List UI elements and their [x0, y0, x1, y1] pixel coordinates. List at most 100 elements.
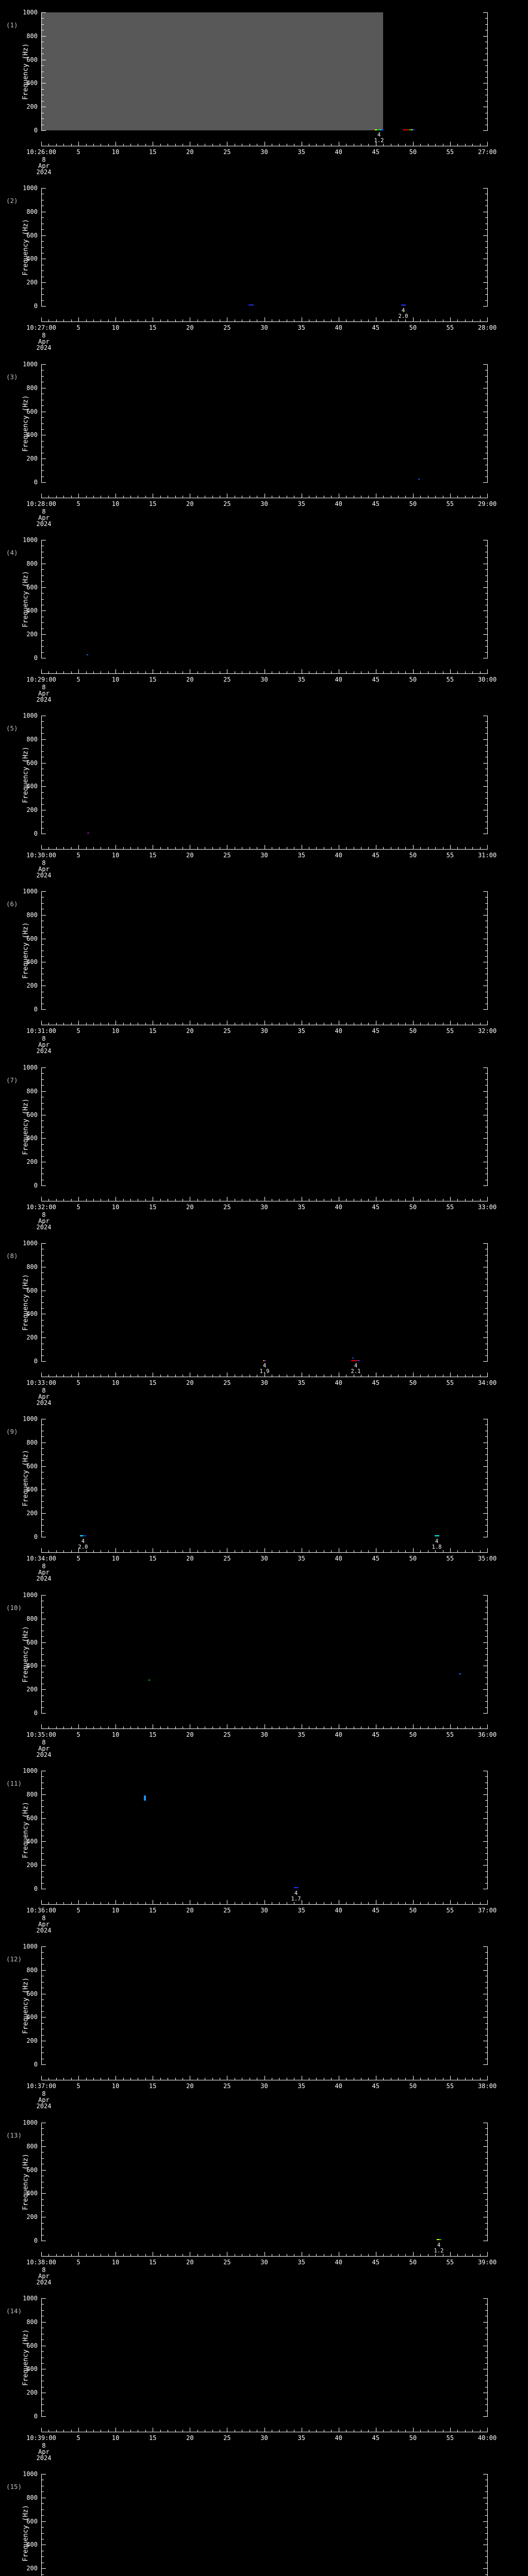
y-axis-left	[41, 1419, 42, 1537]
x-tick-label: 5	[76, 2082, 80, 2090]
x-tick	[78, 1021, 79, 1025]
y-tick	[485, 1952, 487, 1953]
y-tick-label: 0	[34, 2237, 38, 2244]
y-tick-label: 1000	[23, 536, 38, 544]
x-tick-label: 35	[298, 2082, 305, 2090]
x-tick	[78, 1724, 79, 1728]
x-tick	[160, 671, 161, 673]
x-tick-label: 5	[76, 1027, 80, 1035]
x-tick	[405, 1199, 406, 1201]
x-tick	[480, 496, 481, 498]
x-tick	[480, 1375, 481, 1377]
y-tick	[485, 1636, 487, 1637]
x-tick	[472, 1550, 473, 1552]
x-tick	[108, 1199, 109, 1201]
panel-number-label: (2)	[6, 197, 18, 205]
x-tick-label: 15	[149, 2082, 157, 2090]
x-tick	[413, 2428, 414, 2432]
y-tick	[42, 294, 44, 295]
x-tick	[212, 1550, 213, 1552]
panel-number-label: (9)	[6, 1428, 18, 1435]
x-tick	[56, 671, 57, 673]
y-tick	[483, 1513, 487, 1514]
x-tick	[480, 671, 481, 673]
y-tick-label: 1000	[23, 361, 38, 368]
x-tick-label: 25	[223, 1555, 231, 1562]
x-tick	[420, 1902, 421, 1904]
x-tick-label: 40	[335, 2082, 342, 2090]
x-tick-label: 15	[149, 500, 157, 507]
x-tick-label: 45	[372, 1907, 380, 1914]
panel-number-label: (12)	[6, 1955, 22, 1963]
y-tick-label: 1000	[23, 1591, 38, 1599]
y-tick	[42, 915, 46, 916]
x-tick	[78, 1900, 79, 1904]
x-tick	[212, 1726, 213, 1728]
y-tick	[485, 622, 487, 623]
detection-annotation-line: 2.0	[398, 313, 408, 319]
x-tick	[71, 1550, 72, 1552]
y-tick	[42, 405, 44, 406]
y-tick-label: 0	[34, 2061, 38, 2068]
detection-mark	[418, 479, 420, 480]
x-tick	[413, 1900, 414, 1904]
detection-annotation-line: 4	[294, 1890, 298, 1896]
y-tick-label: 800	[26, 2143, 38, 2150]
y-tick	[42, 1507, 44, 1508]
x-tick	[41, 1197, 42, 1201]
x-axis-date-line: 2024	[36, 2279, 52, 2286]
y-tick-label: 800	[26, 1615, 38, 1622]
y-tick	[42, 2298, 46, 2299]
y-tick	[485, 1454, 487, 1455]
y-tick	[42, 282, 46, 283]
x-tick	[197, 1550, 198, 1552]
x-axis-date-line: 2024	[36, 344, 52, 351]
x-axis	[41, 1728, 488, 1729]
x-tick	[435, 2078, 436, 2080]
y-tick-label: 600	[26, 408, 38, 415]
x-tick	[123, 2078, 124, 2080]
detection-mark	[87, 833, 89, 834]
x-tick	[130, 496, 131, 498]
x-tick-label: 55	[446, 676, 454, 683]
y-tick	[42, 1079, 44, 1080]
y-tick	[42, 306, 46, 307]
x-axis-date-line: 8	[42, 508, 46, 515]
x-tick	[420, 144, 421, 146]
spectrogram-panel: 0 200 400 600 800 1000 10:30:00 5 10 15 20 25 30 35 40…	[0, 703, 528, 879]
x-tick	[331, 1726, 332, 1728]
x-tick	[331, 1902, 332, 1904]
x-start-time-label: 10:39:00	[26, 2434, 56, 2442]
y-tick	[42, 1436, 44, 1437]
y-tick	[42, 1677, 44, 1678]
x-tick	[197, 2078, 198, 2080]
x-tick	[78, 2428, 79, 2432]
y-tick	[485, 2023, 487, 2024]
x-axis-date-line: Apr	[38, 162, 50, 170]
y-tick	[42, 470, 44, 471]
x-tick	[56, 319, 57, 321]
x-tick	[93, 319, 94, 321]
x-tick	[405, 2078, 406, 2080]
y-tick	[42, 1501, 44, 1502]
x-tick	[398, 496, 399, 498]
x-tick	[71, 2078, 72, 2080]
x-tick	[450, 2428, 451, 2432]
y-axis-left	[41, 364, 42, 483]
x-axis	[41, 673, 488, 674]
detection-mark-segment	[87, 654, 88, 655]
x-tick	[160, 1375, 161, 1377]
x-tick	[212, 2078, 213, 2080]
x-tick	[368, 1375, 369, 1377]
y-tick	[42, 300, 44, 301]
detection-annotation-line: 4	[377, 132, 381, 138]
x-tick	[86, 1726, 87, 1728]
x-tick	[123, 1023, 124, 1025]
y-axis-left	[41, 1243, 42, 1362]
y-tick	[485, 1776, 487, 1777]
x-tick	[480, 847, 481, 849]
x-axis-date-line: 8	[42, 2442, 46, 2449]
x-tick-label: 5	[76, 1907, 80, 1914]
detection-mark-segment	[381, 129, 384, 130]
x-tick-label: 40	[335, 1379, 342, 1386]
